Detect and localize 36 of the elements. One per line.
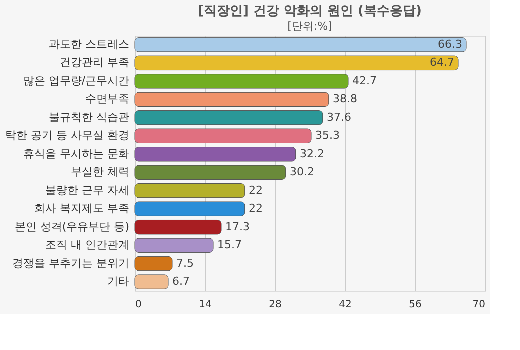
data-label: 22 xyxy=(249,202,263,216)
y-tick-label: 휴식을 무시하는 문화 xyxy=(24,147,130,160)
y-tick-label: 불규칙한 식습관 xyxy=(49,110,130,124)
data-label: 6.7 xyxy=(172,275,190,288)
y-tick-label: 많은 업무량/근무시간 xyxy=(23,74,130,88)
data-label: 22 xyxy=(249,184,263,197)
y-tick-label: 탁한 공기 등 사무실 환경 xyxy=(6,129,130,142)
y-tick-label: 본인 성격(우유부단 등) xyxy=(14,220,130,234)
data-label: 7.5 xyxy=(176,256,194,270)
x-tick-label: 0 xyxy=(136,300,142,310)
y-tick-label: 조직 내 인간관계 xyxy=(46,238,130,252)
data-label: 42.7 xyxy=(352,74,377,88)
x-tick-label: 14 xyxy=(199,300,212,310)
x-tick-label: 42 xyxy=(339,300,352,310)
data-label: 30.2 xyxy=(290,166,314,179)
y-tick-label: 기타 xyxy=(108,275,130,288)
data-label: 35.3 xyxy=(316,129,340,142)
data-label: 17.3 xyxy=(226,220,250,234)
data-label: 32.2 xyxy=(300,147,324,160)
y-tick-label: 건강관리 부족 xyxy=(60,56,130,70)
y-tick-label: 부실한 체력 xyxy=(71,166,130,179)
data-label: 38.8 xyxy=(333,92,358,106)
data-label: 15.7 xyxy=(218,238,242,252)
data-label: 66.3 xyxy=(438,38,462,51)
x-tick-label: 70 xyxy=(472,300,486,310)
x-tick-label: 56 xyxy=(409,300,422,310)
chart-subtitle: [단위:%] xyxy=(288,20,332,33)
y-tick-label: 경쟁을 부추기는 분위기 xyxy=(12,256,130,270)
y-tick-label: 수면부족 xyxy=(86,92,130,106)
y-tick-label: 회사 복지제도 부족 xyxy=(34,202,130,216)
y-tick-label: 과도한 스트레스 xyxy=(49,38,130,51)
data-label: 37.6 xyxy=(327,110,352,124)
chart-title: [직장인] 건강 악화의 원인 (복수응답) xyxy=(198,4,422,19)
y-tick-label: 불량한 근무 자세 xyxy=(46,184,130,197)
x-tick-label: 28 xyxy=(269,300,282,310)
data-label: 64.7 xyxy=(430,56,454,70)
